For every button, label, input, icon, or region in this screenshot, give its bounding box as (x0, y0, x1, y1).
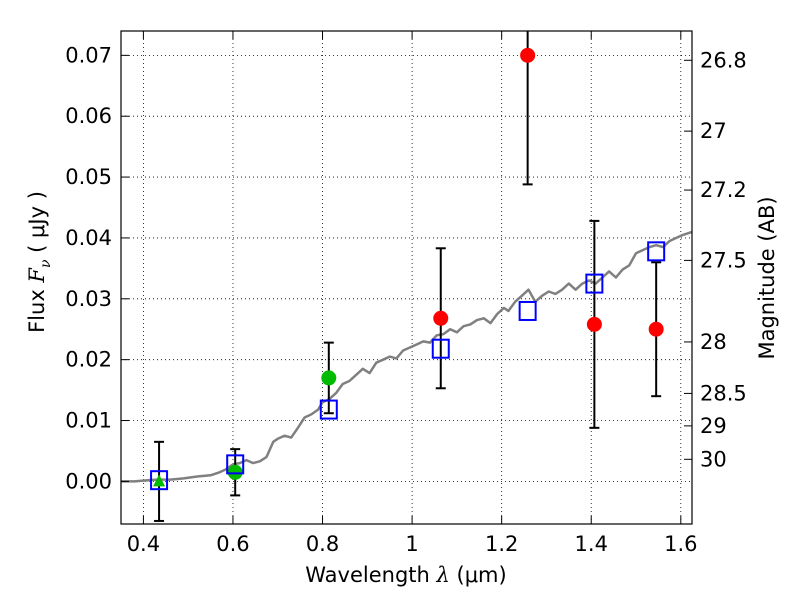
data-markers (150, 47, 666, 491)
red-circle-marker (648, 321, 664, 337)
y2-tick-label: 29 (700, 414, 727, 438)
x-tick-label: 1 (405, 532, 418, 556)
y-axis-label: Flux Fν ( μJy ) (25, 191, 54, 333)
model-spectrum-line (121, 230, 692, 483)
y2-tick-label: 30 (700, 447, 727, 471)
x-tick-label: 0.6 (216, 532, 249, 556)
y2-tick-label: 27.5 (700, 248, 747, 272)
y2-axis-label: Magnitude (AB) (755, 196, 779, 359)
x-tick-label: 1.6 (664, 532, 697, 556)
x-axis-label: Wavelength λ (μm) (305, 563, 506, 587)
x-tick-label: 1.2 (485, 532, 518, 556)
y2-tick-label: 28 (700, 330, 727, 354)
green-circle-marker (321, 370, 337, 386)
grid (121, 31, 692, 524)
y-axis-label-symbol: F (25, 267, 49, 284)
y-tick-label: 0.00 (65, 469, 112, 493)
y-tick-label: 0.03 (65, 287, 112, 311)
y-tick-label: 0.07 (65, 43, 112, 67)
y-tick-label: 0.01 (65, 409, 112, 433)
y-tick-label: 0.06 (65, 104, 112, 128)
y-tick-label: 0.04 (65, 226, 112, 250)
y2-tick-label: 27 (700, 119, 727, 143)
y2-tick-label: 27.2 (700, 178, 747, 202)
y2-tick-label: 26.8 (700, 48, 747, 72)
y-axis-label-subscript: ν (38, 259, 54, 268)
blue-square-marker (518, 300, 537, 321)
blue-square-marker (585, 273, 604, 294)
y2-tick-label: 28.5 (700, 381, 747, 405)
y-tick-label: 0.05 (65, 165, 112, 189)
y-tick-label: 0.02 (65, 348, 112, 372)
blue-square-marker (319, 399, 338, 420)
blue-square-marker (431, 338, 450, 359)
red-circle-marker (586, 316, 602, 332)
x-tick-label: 0.4 (127, 532, 160, 556)
red-circle-marker (520, 47, 536, 63)
x-tick-label: 0.8 (306, 532, 339, 556)
x-tick-label: 1.4 (575, 532, 608, 556)
red-circle-marker (433, 310, 449, 326)
x-axis-label-symbol: λ (436, 563, 450, 587)
error-bars (154, 31, 662, 522)
blue-square-marker (150, 470, 169, 491)
plot-frame (120, 30, 693, 525)
green-triangle-marker (153, 474, 166, 487)
axis-ticks: 0.4 0.6 0.8 1 1.2 1.4 1.6 0.00 0.01 0.02 0.03 0.04 0… (65, 31, 747, 556)
blue-square-marker (226, 454, 245, 475)
green-circle-marker (227, 464, 243, 480)
model-spectrum (121, 230, 692, 483)
blue-square-marker (647, 241, 666, 262)
